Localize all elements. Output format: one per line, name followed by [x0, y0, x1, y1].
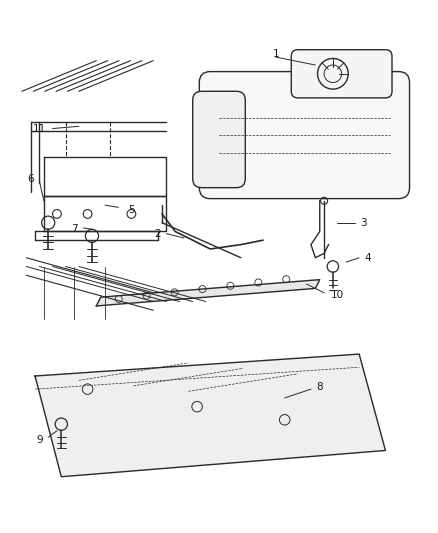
Text: 4: 4 — [364, 253, 371, 263]
Text: 9: 9 — [36, 434, 43, 445]
Text: 8: 8 — [316, 382, 323, 392]
Text: 11: 11 — [33, 124, 46, 134]
Text: 1: 1 — [272, 49, 279, 59]
Text: 7: 7 — [71, 224, 78, 235]
Polygon shape — [96, 280, 320, 306]
Text: 2: 2 — [154, 229, 161, 239]
FancyBboxPatch shape — [199, 71, 410, 199]
Text: 6: 6 — [27, 174, 34, 184]
Text: 10: 10 — [331, 290, 344, 300]
Text: 3: 3 — [360, 217, 367, 228]
Text: 5: 5 — [128, 205, 135, 215]
FancyBboxPatch shape — [291, 50, 392, 98]
FancyBboxPatch shape — [193, 91, 245, 188]
Polygon shape — [35, 354, 385, 477]
